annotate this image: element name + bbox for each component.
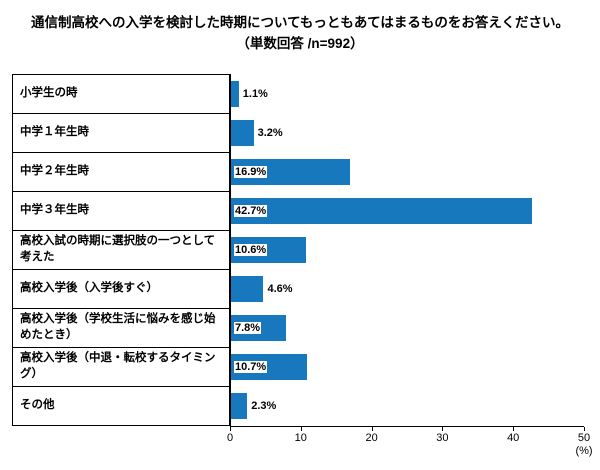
chart-row: 高校入試の時期に選択肢の一つとして考えた 10.6% (12, 230, 584, 270)
value-label: 16.9% (234, 166, 268, 178)
category-label: 高校入学後（学校生活に悩みを感じ始めたとき） (12, 308, 230, 348)
x-tick-mark (584, 427, 585, 431)
category-label: 中学２年生時 (12, 152, 230, 192)
chart-row: 高校入学後（中退・転校するタイミング） 10.7% (12, 347, 584, 387)
x-axis-unit: (%) (575, 445, 593, 457)
category-label: 高校入学後（入学後すぐ） (12, 269, 230, 309)
bar-track: 16.9% (230, 152, 584, 192)
chart-row: 高校入学後（入学後すぐ） 4.6% (12, 269, 584, 309)
x-tick-mark (300, 427, 302, 431)
x-axis: 0 10 20 30 40 50 (%) (226, 426, 593, 459)
x-tick-label: 0 (226, 432, 234, 444)
x-tick-label: 40 (507, 432, 520, 444)
bar-track: 10.7% (230, 347, 584, 387)
value-label: 2.3% (250, 400, 278, 412)
bar-track: 1.1% (230, 74, 584, 114)
chart-row: 小学生の時 1.1% (12, 74, 584, 114)
bar-track: 7.8% (230, 308, 584, 348)
x-tick-label: 50 (577, 432, 591, 444)
bar-track: 10.6% (230, 230, 584, 270)
value-label: 42.7% (234, 205, 268, 217)
chart-row: 中学１年生時 3.2% (12, 113, 584, 153)
value-label: 3.2% (256, 127, 284, 139)
bar-track: 2.3% (230, 386, 584, 426)
bar (231, 120, 254, 146)
value-label: 10.6% (234, 244, 268, 256)
category-label: 中学１年生時 (12, 113, 230, 153)
value-label: 10.7% (234, 361, 268, 373)
value-label: 1.1% (241, 88, 269, 100)
chart-row: その他 2.3% (12, 386, 584, 426)
x-tick-mark (442, 427, 444, 431)
bar-track: 4.6% (230, 269, 584, 309)
category-label: その他 (12, 386, 230, 426)
x-tick-label: 20 (365, 432, 378, 444)
category-label: 高校入学後（中退・転校するタイミング） (12, 347, 230, 387)
chart-rows: 小学生の時 1.1% 中学１年生時 3.2% 中学２年生時 16.9% 中学３年生時 42.7… (12, 74, 584, 426)
chart-title: 通信制高校への入学を検討した時期についてもっともあてはまるものをお答えください。… (31, 15, 569, 51)
bar (231, 198, 533, 224)
x-tick-mark (513, 427, 515, 431)
x-tick-mark (230, 427, 231, 431)
x-tick-label: 10 (294, 432, 307, 444)
category-label: 小学生の時 (12, 74, 230, 114)
bar (231, 393, 248, 419)
bar (231, 276, 264, 302)
x-tick-label: 30 (436, 432, 449, 444)
bar-track: 42.7% (230, 191, 584, 231)
bar (231, 81, 239, 107)
x-tick-mark (371, 427, 373, 431)
bar-track: 3.2% (230, 113, 584, 153)
category-label: 高校入試の時期に選択肢の一つとして考えた (12, 230, 230, 270)
bar-chart: 小学生の時 1.1% 中学１年生時 3.2% 中学２年生時 16.9% 中学３年生時 42.7… (12, 74, 593, 459)
value-label: 4.6% (266, 283, 294, 295)
category-label: 中学３年生時 (12, 191, 230, 231)
chart-row: 中学３年生時 42.7% (12, 191, 584, 231)
value-label: 7.8% (234, 322, 262, 334)
chart-row: 高校入学後（学校生活に悩みを感じ始めたとき） 7.8% (12, 308, 584, 348)
chart-row: 中学２年生時 16.9% (12, 152, 584, 192)
